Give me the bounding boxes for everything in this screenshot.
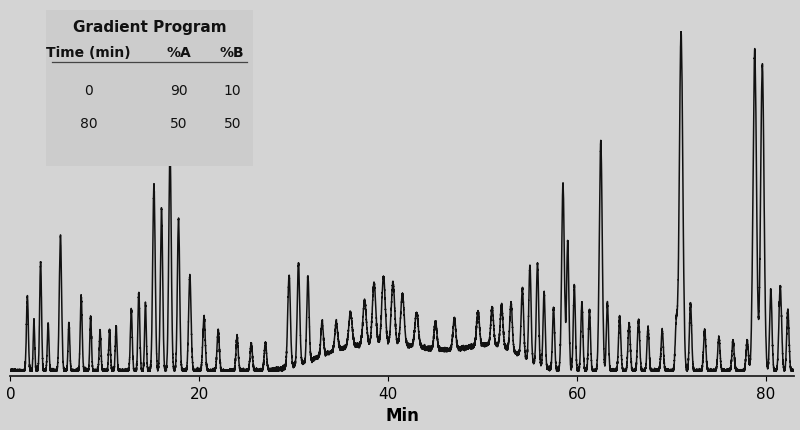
Text: 0: 0 xyxy=(85,83,93,97)
Text: Gradient Program: Gradient Program xyxy=(73,20,226,35)
Text: Time (min): Time (min) xyxy=(46,46,131,60)
Text: 50: 50 xyxy=(223,117,241,131)
X-axis label: Min: Min xyxy=(386,406,419,424)
Text: 50: 50 xyxy=(170,117,188,131)
Text: 10: 10 xyxy=(223,83,241,97)
Text: 90: 90 xyxy=(170,83,188,97)
Text: %A: %A xyxy=(166,46,191,60)
Text: 80: 80 xyxy=(80,117,98,131)
Text: %B: %B xyxy=(220,46,245,60)
FancyBboxPatch shape xyxy=(46,11,254,167)
